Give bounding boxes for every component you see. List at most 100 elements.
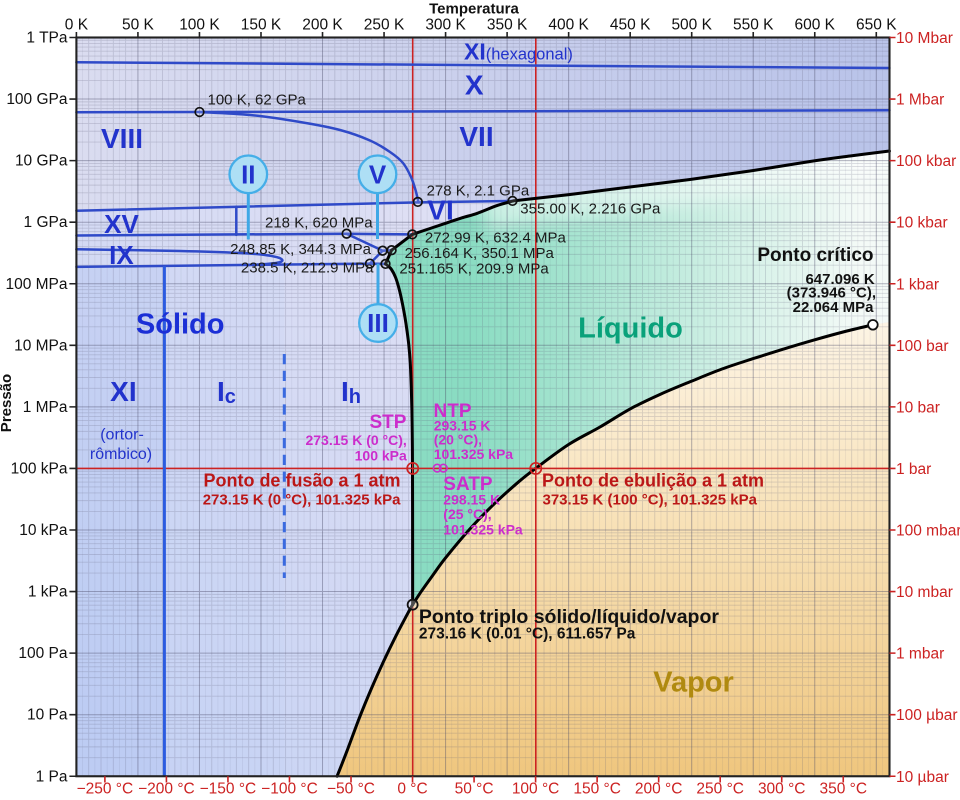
- svg-text:Vapor: Vapor: [653, 667, 734, 699]
- svg-text:10 mbar: 10 mbar: [896, 584, 953, 601]
- svg-text:0 °C: 0 °C: [397, 781, 427, 798]
- svg-text:350 °C: 350 °C: [819, 781, 867, 798]
- svg-text:rômbico): rômbico): [90, 446, 152, 463]
- svg-text:450 K: 450 K: [610, 17, 651, 34]
- svg-text:STP: STP: [369, 412, 406, 433]
- svg-text:100 µbar: 100 µbar: [896, 707, 958, 724]
- svg-text:550 K: 550 K: [733, 17, 774, 34]
- svg-text:300 K: 300 K: [425, 17, 466, 34]
- svg-text:300 °C: 300 °C: [758, 781, 806, 798]
- svg-text:−50 °C: −50 °C: [327, 781, 375, 798]
- svg-text:1 kPa: 1 kPa: [28, 584, 68, 601]
- svg-text:IX: IX: [109, 240, 134, 270]
- svg-text:−150 °C: −150 °C: [200, 781, 257, 798]
- svg-text:10 Mbar: 10 Mbar: [896, 30, 953, 47]
- svg-text:273.16 K (0.01 °C), 611.657 Pa: 273.16 K (0.01 °C), 611.657 Pa: [419, 625, 636, 642]
- svg-text:(20 °C),: (20 °C),: [434, 432, 482, 448]
- svg-text:355.00 K, 2.216 GPa: 355.00 K, 2.216 GPa: [520, 200, 661, 217]
- svg-text:1 Pa: 1 Pa: [36, 768, 68, 785]
- svg-text:100 kbar: 100 kbar: [896, 153, 956, 170]
- svg-text:Ponto crítico: Ponto crítico: [757, 245, 873, 266]
- svg-text:273.15 K (0 °C), 101.325 kPa: 273.15 K (0 °C), 101.325 kPa: [203, 491, 401, 508]
- svg-text:10 GPa: 10 GPa: [15, 153, 68, 170]
- svg-text:10 bar: 10 bar: [896, 399, 940, 416]
- svg-text:SATP: SATP: [443, 474, 493, 495]
- svg-text:V: V: [369, 159, 387, 189]
- svg-text:200 K: 200 K: [302, 17, 343, 34]
- svg-text:600 K: 600 K: [795, 17, 836, 34]
- svg-text:1 Mbar: 1 Mbar: [896, 92, 944, 109]
- svg-text:100 bar: 100 bar: [896, 338, 949, 355]
- svg-text:Temperatura: Temperatura: [429, 1, 519, 18]
- svg-text:1 kbar: 1 kbar: [896, 276, 939, 293]
- svg-text:256.164 K, 350.1 MPa: 256.164 K, 350.1 MPa: [405, 245, 555, 262]
- svg-text:100 MPa: 100 MPa: [5, 276, 67, 293]
- svg-text:(373.946 °C),: (373.946 °C),: [787, 285, 876, 302]
- svg-text:22.064 MPa: 22.064 MPa: [793, 299, 875, 316]
- svg-text:Líquido: Líquido: [578, 312, 683, 344]
- svg-text:10 kbar: 10 kbar: [896, 215, 948, 232]
- svg-text:XI: XI: [110, 376, 136, 407]
- svg-text:238.5 K, 212.9 MPa: 238.5 K, 212.9 MPa: [241, 260, 374, 277]
- svg-text:278 K, 2.1 GPa: 278 K, 2.1 GPa: [427, 182, 530, 199]
- svg-text:273.15 K (0 °C),: 273.15 K (0 °C),: [305, 432, 406, 448]
- svg-text:1 MPa: 1 MPa: [23, 399, 68, 416]
- svg-text:10 kPa: 10 kPa: [19, 522, 68, 539]
- svg-text:−100 °C: −100 °C: [261, 781, 318, 798]
- svg-text:100 Pa: 100 Pa: [18, 645, 68, 662]
- svg-text:500 K: 500 K: [671, 17, 712, 34]
- svg-text:1 bar: 1 bar: [896, 461, 931, 478]
- svg-text:NTP: NTP: [434, 401, 472, 422]
- svg-text:50 °C: 50 °C: [455, 781, 494, 798]
- svg-text:373.15 K (100 °C), 101.325 kPa: 373.15 K (100 °C), 101.325 kPa: [543, 492, 758, 509]
- svg-text:(25 °C),: (25 °C),: [443, 506, 491, 522]
- svg-text:100 °C: 100 °C: [512, 781, 560, 798]
- svg-text:VI: VI: [427, 195, 453, 226]
- svg-text:−200 °C: −200 °C: [138, 781, 195, 798]
- svg-text:100 kPa: 100 kPa: [355, 448, 407, 464]
- svg-text:Sólido: Sólido: [136, 309, 225, 341]
- svg-text:III: III: [367, 308, 389, 338]
- svg-text:248.85 K, 344.3 MPa: 248.85 K, 344.3 MPa: [230, 241, 372, 258]
- svg-text:100 K: 100 K: [179, 17, 220, 34]
- svg-text:100 mbar: 100 mbar: [896, 523, 960, 540]
- svg-text:Pressão: Pressão: [0, 374, 15, 432]
- svg-text:251.165 K, 209.9 MPa: 251.165 K, 209.9 MPa: [399, 260, 549, 277]
- svg-text:100 kPa: 100 kPa: [11, 460, 68, 477]
- svg-text:218 K, 620 MPa: 218 K, 620 MPa: [265, 215, 373, 232]
- svg-text:101.325 kPa: 101.325 kPa: [434, 446, 514, 462]
- svg-text:10 MPa: 10 MPa: [14, 337, 68, 354]
- svg-text:150 K: 150 K: [241, 17, 282, 34]
- svg-text:250 K: 250 K: [364, 17, 405, 34]
- svg-text:650 K: 650 K: [856, 17, 897, 34]
- svg-text:1 GPa: 1 GPa: [24, 214, 68, 231]
- svg-text:293.15 K: 293.15 K: [434, 418, 491, 434]
- svg-text:0 K: 0 K: [65, 17, 89, 34]
- svg-text:VII: VII: [459, 121, 493, 152]
- svg-text:250 °C: 250 °C: [696, 781, 744, 798]
- svg-text:298.15 K: 298.15 K: [443, 491, 500, 507]
- svg-text:II: II: [241, 159, 255, 189]
- svg-text:50 K: 50 K: [122, 17, 155, 34]
- svg-text:1 TPa: 1 TPa: [26, 30, 67, 47]
- svg-text:10 Pa: 10 Pa: [27, 707, 68, 724]
- svg-text:100 GPa: 100 GPa: [6, 91, 68, 108]
- svg-text:10 µbar: 10 µbar: [896, 769, 949, 786]
- svg-text:350 K: 350 K: [487, 17, 528, 34]
- svg-text:X: X: [465, 70, 484, 101]
- svg-text:(ortor-: (ortor-: [100, 427, 144, 444]
- svg-text:200 °C: 200 °C: [635, 781, 683, 798]
- svg-text:−250 °C: −250 °C: [77, 781, 134, 798]
- svg-text:XV: XV: [104, 209, 139, 239]
- svg-text:150 °C: 150 °C: [573, 781, 621, 798]
- svg-text:400 K: 400 K: [548, 17, 589, 34]
- svg-text:1 mbar: 1 mbar: [896, 646, 944, 663]
- svg-text:Ponto de ebulição a 1 atm: Ponto de ebulição a 1 atm: [542, 471, 764, 491]
- svg-text:100 K, 62 GPa: 100 K, 62 GPa: [208, 92, 307, 109]
- svg-text:647.096 K: 647.096 K: [805, 271, 874, 288]
- svg-text:272.99 K, 632.4 MPa: 272.99 K, 632.4 MPa: [425, 230, 567, 247]
- svg-text:101.325 kPa: 101.325 kPa: [443, 522, 523, 538]
- svg-text:Ponto triplo sólido/líquido/va: Ponto triplo sólido/líquido/vapor: [419, 606, 719, 628]
- svg-text:Ponto de fusão a 1 atm: Ponto de fusão a 1 atm: [203, 471, 400, 491]
- svg-text:VIII: VIII: [101, 123, 143, 154]
